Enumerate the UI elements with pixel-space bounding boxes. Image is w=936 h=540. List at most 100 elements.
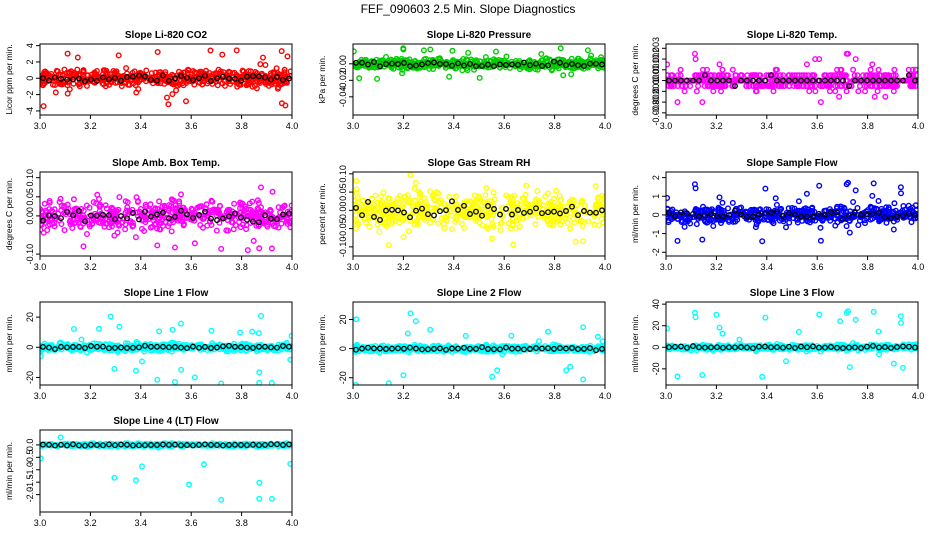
mean-point — [906, 72, 912, 79]
mean-point — [690, 210, 696, 217]
data-point — [286, 73, 292, 79]
data-point — [268, 245, 275, 252]
data-point — [122, 226, 129, 233]
data-point — [817, 224, 824, 231]
data-point — [519, 195, 526, 202]
data-point — [713, 311, 720, 318]
y-tick-label: -0.10 — [25, 244, 35, 265]
mean-point — [834, 209, 840, 216]
data-point — [254, 197, 261, 204]
mean-point — [774, 77, 780, 84]
data-point — [147, 224, 154, 231]
mean-point — [521, 209, 527, 216]
data-point — [750, 82, 757, 89]
mean-point — [214, 217, 220, 224]
data-point — [206, 346, 213, 353]
panel-title-amb: Slope Amb. Box Temp. — [112, 158, 220, 169]
data-point — [172, 379, 178, 385]
data-point — [816, 182, 823, 189]
data-point — [489, 221, 496, 228]
mean-point — [527, 208, 533, 215]
mean-point — [599, 207, 605, 214]
y-axis-label-rh: percent per min. — [317, 183, 327, 244]
data-point — [807, 82, 814, 89]
mean-point — [678, 209, 684, 216]
data-point — [801, 205, 808, 212]
x-tick-label: 4.0 — [599, 262, 612, 272]
mean-point — [58, 75, 64, 82]
data-point — [888, 82, 895, 89]
data-point — [912, 66, 918, 73]
data-point — [135, 86, 142, 93]
data-point — [909, 72, 916, 79]
mean-point — [587, 60, 593, 67]
mean-point — [371, 213, 377, 220]
data-point — [462, 332, 469, 339]
data-point — [557, 45, 564, 52]
mean-point — [268, 344, 274, 351]
data-point — [524, 204, 531, 211]
data-point — [106, 224, 113, 231]
mean-point — [521, 59, 527, 66]
data-point — [738, 72, 745, 79]
data-point — [435, 190, 442, 197]
data-point — [237, 200, 244, 207]
mean-point — [762, 77, 768, 84]
series-sflow — [666, 179, 918, 245]
data-point — [177, 320, 184, 327]
mean-point — [106, 76, 112, 83]
data-point — [687, 220, 694, 227]
mean-point — [64, 344, 70, 351]
data-point — [423, 202, 430, 209]
mean-point — [40, 217, 46, 224]
mean-point — [142, 208, 148, 215]
mean-point — [268, 76, 274, 83]
y-tick-label: -2 — [25, 91, 35, 99]
data-point — [729, 77, 736, 84]
series-line1 — [40, 312, 292, 385]
data-point — [772, 195, 779, 202]
data-point — [143, 67, 150, 74]
data-point — [400, 215, 407, 222]
data-point — [152, 221, 159, 228]
mean-point — [274, 216, 280, 223]
data-point — [122, 221, 129, 228]
mean-point — [148, 76, 154, 83]
mean-point — [425, 346, 431, 353]
y-tick-label: -0.04 — [338, 87, 348, 108]
data-point — [431, 197, 438, 204]
data-point — [83, 202, 90, 209]
mean-point — [708, 77, 714, 84]
data-point — [598, 343, 605, 350]
mean-point — [196, 344, 202, 351]
data-point — [832, 215, 839, 222]
data-point — [892, 72, 899, 79]
mean-point — [690, 77, 696, 84]
mean-point — [467, 60, 473, 67]
data-point — [735, 77, 742, 84]
data-point — [695, 72, 702, 79]
data-point — [780, 82, 787, 89]
mean-point — [479, 344, 485, 351]
data-point — [599, 338, 605, 345]
data-point — [867, 216, 874, 223]
data-point — [553, 187, 560, 194]
mean-point — [389, 206, 395, 213]
data-point — [353, 48, 357, 55]
y-tick-label: 1 — [651, 194, 661, 199]
data-point — [183, 214, 190, 221]
y-tick-label: -0.002 — [651, 89, 661, 115]
mean-point — [94, 212, 100, 219]
data-point — [821, 72, 828, 79]
mean-point — [220, 73, 226, 80]
mean-point — [575, 346, 581, 353]
data-point — [393, 198, 400, 205]
mean-point — [533, 345, 539, 352]
data-point — [275, 79, 282, 86]
data-point — [736, 336, 743, 343]
data-point — [366, 223, 373, 230]
mean-point — [732, 83, 738, 89]
data-point — [469, 205, 476, 212]
data-point — [378, 193, 385, 200]
mean-point — [244, 73, 250, 80]
